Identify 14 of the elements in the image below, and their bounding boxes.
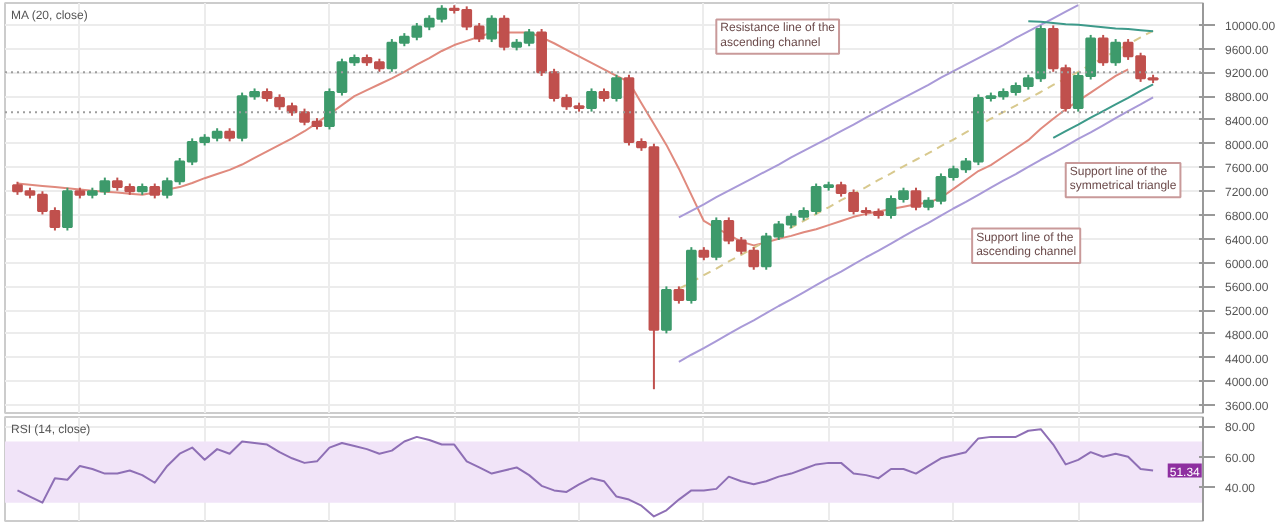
candlestick	[586, 87, 597, 113]
candlestick	[536, 27, 547, 77]
candlestick	[1110, 38, 1122, 67]
candlestick	[710, 216, 722, 262]
line-series	[1052, 83, 1155, 139]
candlestick	[661, 285, 672, 335]
candlestick	[1097, 33, 1109, 67]
line-series	[16, 31, 1130, 247]
candlestick	[910, 186, 922, 212]
candlestick	[611, 73, 622, 103]
candlestick	[62, 186, 73, 232]
line-series	[16, 428, 1155, 518]
candlestick	[486, 14, 498, 44]
candlestick	[498, 14, 510, 52]
